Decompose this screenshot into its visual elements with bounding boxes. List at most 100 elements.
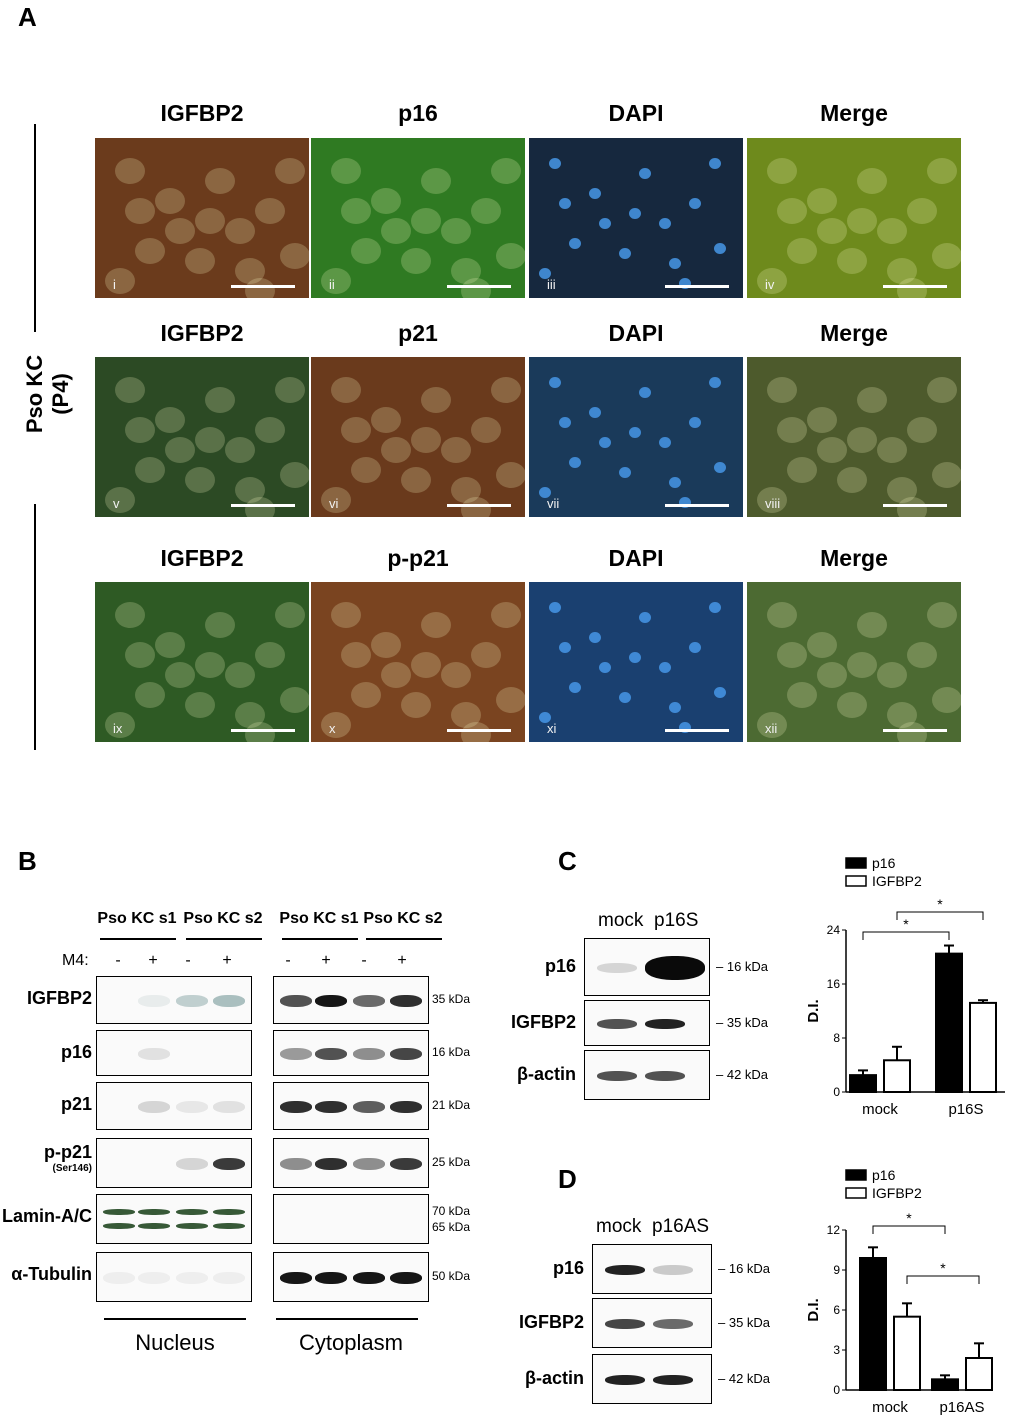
protein-name: p-p21 <box>43 1142 92 1162</box>
blot-band <box>315 1048 347 1060</box>
cell-shape <box>619 467 631 478</box>
cell-shape <box>185 248 215 274</box>
cell-shape <box>857 612 887 638</box>
cell-shape <box>714 243 726 254</box>
cell-shape <box>321 268 351 294</box>
group-label: Pso KC s2 <box>183 910 263 927</box>
cell-shape <box>401 692 431 718</box>
cell-shape <box>381 662 411 688</box>
blot-band <box>176 1101 208 1113</box>
blot-band <box>280 1158 312 1170</box>
blot-nucleus <box>96 1194 252 1244</box>
blot-band <box>138 1272 170 1284</box>
scale-bar <box>665 285 729 288</box>
bar-p16 <box>849 1074 877 1093</box>
cell-shape <box>351 457 381 483</box>
micrograph-title: IGFBP2 <box>160 545 244 571</box>
cell-shape <box>877 218 907 244</box>
y-tick-label: 24 <box>827 923 841 937</box>
cell-shape <box>659 218 671 229</box>
cell-shape <box>549 377 561 388</box>
panel-b-letter: B <box>18 846 37 876</box>
cell-shape <box>589 407 601 418</box>
kda-value: 16 kDa <box>728 1261 771 1276</box>
blot-nucleus <box>96 1138 252 1188</box>
cell-shape <box>897 497 927 517</box>
kda-tick: – <box>716 1067 727 1082</box>
blot-band <box>280 1101 312 1113</box>
x-category-label: p16AS <box>939 1399 984 1416</box>
cell-shape <box>125 198 155 224</box>
micrograph-title: IGFBP2 <box>160 100 244 126</box>
cell-shape <box>411 208 441 234</box>
cell-shape <box>877 662 907 688</box>
blot-band <box>653 1375 693 1385</box>
bar-igfbp2 <box>969 1001 997 1093</box>
cell-shape <box>599 218 611 229</box>
significance-star: * <box>903 916 909 932</box>
scale-bar <box>883 729 947 732</box>
scale-bar <box>231 504 295 507</box>
cell-shape <box>897 722 927 742</box>
scale-bar <box>883 285 947 288</box>
cell-shape <box>689 198 701 209</box>
cell-shape <box>777 417 807 443</box>
micrograph-title: DAPI <box>608 320 664 346</box>
cell-shape <box>351 682 381 708</box>
y-tick-label: 9 <box>833 1263 840 1277</box>
micrograph-index: x <box>329 721 336 736</box>
cell-shape <box>245 722 275 742</box>
y-tick-label: 0 <box>833 1383 840 1397</box>
kda-marker: 25 kDa <box>432 1155 471 1169</box>
cell-shape <box>235 477 265 503</box>
cell-shape <box>559 417 571 428</box>
blot-band <box>597 963 637 973</box>
cell-shape <box>887 477 917 503</box>
micrograph-index: i <box>113 277 116 292</box>
cell-shape <box>807 188 837 214</box>
kda-marker: 21 kDa <box>432 1098 471 1112</box>
cell-shape <box>709 377 721 388</box>
cell-shape <box>245 497 275 517</box>
cell-shape <box>371 632 401 658</box>
micrograph: i <box>95 138 309 298</box>
group-underline <box>366 938 442 940</box>
cell-shape <box>539 268 551 279</box>
cell-shape <box>451 702 481 728</box>
cell-shape <box>195 427 225 453</box>
micrograph-title: Merge <box>820 545 888 571</box>
cell-shape <box>639 612 651 623</box>
cell-shape <box>225 437 255 463</box>
y-axis-label: D.I. <box>805 999 822 1022</box>
cell-shape <box>599 437 611 448</box>
micrograph-index: iv <box>765 277 775 292</box>
kda-value: 42 kDa <box>728 1371 771 1386</box>
treatment-sign: + <box>397 952 407 969</box>
kda-marker: 50 kDa <box>432 1269 471 1283</box>
significance-bracket <box>862 931 950 940</box>
y-tick-label: 3 <box>833 1343 840 1357</box>
kda-tick: – <box>716 959 727 974</box>
cell-shape <box>205 612 235 638</box>
protein-name: IGFBP2 <box>26 988 92 1008</box>
protein-name: Lamin-A/C <box>2 1206 92 1226</box>
blot-band <box>176 1158 208 1170</box>
cell-shape <box>714 687 726 698</box>
cell-shape <box>471 642 501 668</box>
blot-cytoplasm <box>273 1082 429 1130</box>
cell-shape <box>461 497 491 517</box>
panel-a-bracket-top <box>34 124 36 332</box>
blot-strip <box>584 1050 710 1100</box>
cell-shape <box>125 642 155 668</box>
cell-shape <box>205 387 235 413</box>
cell-shape <box>461 722 491 742</box>
cell-shape <box>471 198 501 224</box>
cell-shape <box>135 682 165 708</box>
cell-shape <box>569 238 581 249</box>
cell-shape <box>441 662 471 688</box>
cell-shape <box>669 702 681 713</box>
cell-shape <box>381 218 411 244</box>
blot-cytoplasm <box>273 1138 429 1188</box>
bar-igfbp2 <box>883 1059 911 1093</box>
micrograph-index: v <box>113 496 120 511</box>
